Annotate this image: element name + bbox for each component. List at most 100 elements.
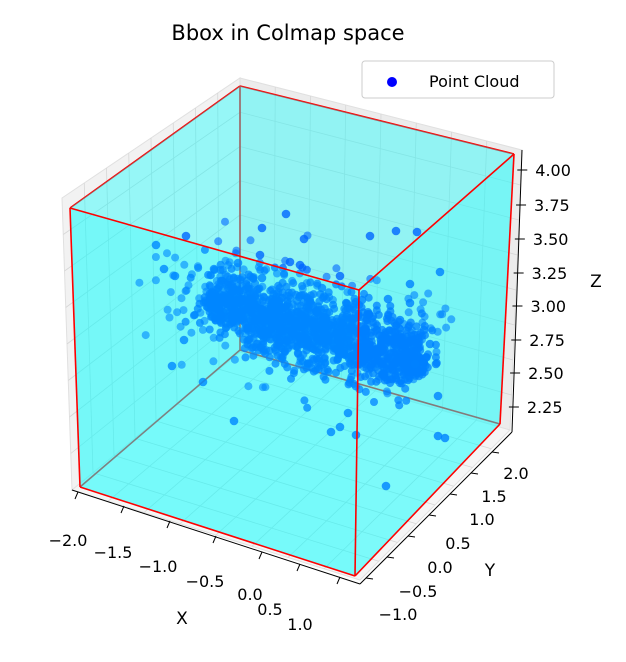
z-axis-line bbox=[511, 149, 523, 433]
y-tick-mark bbox=[386, 556, 395, 559]
data-point bbox=[419, 325, 429, 335]
data-point bbox=[256, 294, 265, 303]
data-point bbox=[297, 340, 306, 348]
data-point bbox=[221, 280, 230, 289]
data-point bbox=[232, 246, 241, 255]
data-point bbox=[271, 359, 280, 368]
data-point bbox=[367, 377, 376, 386]
data-point bbox=[216, 272, 225, 281]
data-point bbox=[386, 302, 395, 310]
data-point bbox=[312, 340, 321, 349]
data-point bbox=[177, 294, 186, 303]
data-point bbox=[245, 287, 254, 296]
data-point bbox=[387, 357, 396, 366]
data-point bbox=[324, 327, 333, 336]
data-point bbox=[351, 430, 361, 440]
data-point bbox=[392, 348, 401, 357]
data-point bbox=[278, 355, 287, 364]
data-point bbox=[209, 264, 219, 274]
legend-marker bbox=[387, 77, 397, 87]
data-point bbox=[311, 308, 320, 316]
data-point bbox=[214, 280, 223, 289]
data-point bbox=[320, 366, 329, 375]
data-point bbox=[317, 283, 327, 293]
y-axis-label: Y bbox=[484, 561, 496, 581]
data-point bbox=[403, 375, 413, 385]
data-point bbox=[236, 275, 245, 284]
data-point bbox=[217, 318, 226, 327]
z-tick-label: 2.75 bbox=[529, 331, 565, 350]
data-point bbox=[283, 363, 292, 372]
data-point bbox=[321, 375, 330, 384]
data-point bbox=[374, 331, 383, 340]
data-point bbox=[339, 333, 348, 342]
data-point bbox=[265, 353, 274, 362]
data-point bbox=[242, 280, 251, 289]
data-point bbox=[180, 260, 189, 269]
data-point bbox=[151, 253, 160, 261]
data-point bbox=[151, 276, 160, 285]
data-point bbox=[254, 263, 263, 272]
data-point bbox=[283, 319, 292, 328]
y-ticks: −1.0 −0.5 0.0 0.5 1.0 1.5 2.0 bbox=[365, 451, 529, 624]
data-point bbox=[300, 396, 309, 405]
data-point bbox=[419, 298, 428, 307]
data-point bbox=[328, 339, 337, 348]
data-point bbox=[328, 295, 337, 304]
data-point bbox=[275, 328, 284, 337]
x-tick-label: −2.0 bbox=[49, 531, 88, 550]
data-point bbox=[382, 387, 391, 396]
data-point bbox=[410, 359, 420, 369]
data-point bbox=[135, 278, 144, 287]
data-point bbox=[418, 318, 427, 327]
data-point bbox=[353, 353, 361, 362]
bbox-face-bottom bbox=[80, 350, 500, 576]
data-point bbox=[281, 209, 291, 219]
data-point bbox=[335, 422, 345, 432]
data-point bbox=[394, 396, 403, 405]
data-point bbox=[376, 359, 385, 367]
data-point bbox=[209, 357, 218, 366]
y-tick-mark bbox=[470, 472, 479, 475]
data-point bbox=[216, 328, 225, 337]
bbox-face-back-left bbox=[70, 86, 240, 487]
data-point bbox=[303, 403, 312, 412]
data-point bbox=[249, 274, 257, 283]
data-point bbox=[198, 325, 207, 334]
data-point bbox=[247, 316, 256, 325]
data-point bbox=[395, 315, 405, 325]
y-tick-mark bbox=[428, 514, 437, 517]
data-point bbox=[357, 295, 367, 305]
data-point bbox=[195, 294, 204, 303]
data-point bbox=[196, 308, 205, 317]
data-point bbox=[447, 315, 456, 324]
bbox-face-front bbox=[70, 208, 359, 576]
data-point bbox=[200, 316, 209, 325]
y-tick-mark bbox=[449, 493, 458, 496]
x-axis-label: X bbox=[176, 609, 188, 629]
data-point bbox=[383, 294, 393, 304]
data-point bbox=[276, 336, 285, 345]
legend: Point Cloud bbox=[361, 60, 555, 99]
data-point bbox=[187, 328, 196, 337]
data-point bbox=[347, 352, 355, 361]
data-point bbox=[189, 311, 198, 320]
z-tick-label: 2.50 bbox=[528, 364, 564, 383]
data-point bbox=[262, 265, 271, 274]
data-point bbox=[200, 245, 209, 254]
data-point bbox=[391, 329, 400, 338]
data-point bbox=[223, 314, 232, 323]
data-point bbox=[343, 408, 353, 418]
data-point bbox=[265, 366, 274, 375]
data-point bbox=[214, 237, 223, 246]
data-point bbox=[167, 361, 177, 371]
data-point bbox=[246, 340, 255, 349]
data-point bbox=[298, 284, 307, 293]
data-point bbox=[269, 289, 278, 298]
data-point bbox=[171, 253, 180, 262]
data-point bbox=[296, 357, 305, 366]
data-point bbox=[360, 347, 369, 356]
y-tick-label: 2.0 bbox=[503, 464, 528, 483]
data-point bbox=[208, 310, 217, 319]
data-point bbox=[418, 335, 426, 344]
